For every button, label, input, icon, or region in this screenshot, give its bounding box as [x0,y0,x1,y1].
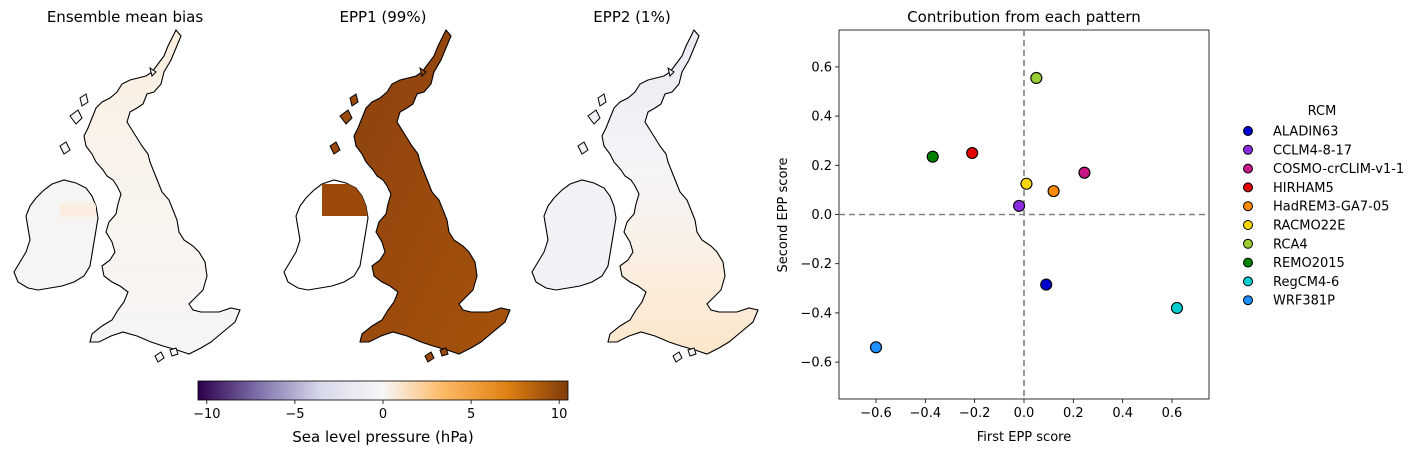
legend-item-remo2015: REMO2015 [1243,256,1345,271]
y-tick-label: −0.2 [800,257,832,272]
map-ireland [13,179,99,291]
x-axis-label: First EPP score [977,430,1071,445]
y-tick-label: 0.0 [811,208,832,223]
map-title-epp1: EPP1 (99%) [340,8,427,26]
colorbar-tick-label: −10 [193,407,220,422]
x-tick-label: −0.2 [959,406,991,421]
legend-marker [1243,295,1253,306]
legend-marker [1243,163,1253,174]
point-aladin63 [1040,278,1053,291]
legend-label: RACMO22E [1273,219,1345,234]
map-ireland-epp1-patch [322,184,368,216]
legend-item-rca4: RCA4 [1243,237,1308,252]
x-tick-label: 0.4 [1112,406,1133,421]
point-hirham5 [966,146,979,160]
colorbar-tick-label: 10 [551,407,568,422]
legend-marker [1243,144,1253,155]
map-ireland [531,179,617,291]
map-panel-epp1: EPP1 (99%) [283,8,511,363]
x-tick-label: 0.2 [1063,406,1084,421]
map-title-ensemble-mean-bias: Ensemble mean bias [47,8,204,26]
legend-item-wrf381p: WRF381P [1243,294,1335,309]
map-ireland-bias-patch [60,203,96,217]
legend: RCM ALADIN63 CCLM4-8-17 COSMO-crCLIM-v1-1 H… [1243,104,1404,309]
legend-item-aladin63: ALADIN63 [1243,125,1338,140]
legend-title: RCM [1308,104,1337,119]
colorbar-ticks: −10 −5 0 5 10 [193,400,567,422]
y-tick-label: 0.2 [811,159,832,174]
legend-marker [1243,182,1253,193]
legend-items: ALADIN63 CCLM4-8-17 COSMO-crCLIM-v1-1 HIRHA… [1243,125,1404,309]
colorbar-tick-label: 5 [467,407,475,422]
colorbar-fill [197,380,569,401]
map-panel-epp2: EPP2 (1%) [531,8,759,363]
scatter-chart: Contribution from each pattern −0.6 −0.4−… [776,8,1210,445]
legend-marker [1243,276,1253,287]
legend-label: REMO2015 [1273,256,1345,271]
legend-item-hadrem3-ga7-05: HadREM3-GA7-05 [1243,200,1389,215]
point-wrf381p [869,341,883,354]
point-rca4 [1030,71,1043,85]
legend-marker [1243,201,1253,212]
legend-marker [1243,257,1253,268]
legend-label: CCLM4-8-17 [1273,143,1352,158]
legend-item-racmo22e: RACMO22E [1243,219,1345,234]
chart-title: Contribution from each pattern [907,8,1141,26]
point-hadrem3-ga7-05 [1047,185,1060,198]
legend-item-regcm4-6: RegCM4-6 [1243,275,1339,290]
legend-marker [1243,220,1253,230]
point-cosmo-crclim-v1-1 [1078,166,1091,179]
colorbar: −10 −5 0 5 10 Sea level pressure (hPa) [193,380,569,446]
map-title-epp2: EPP2 (1%) [593,8,670,26]
y-axis-label: Second EPP score [776,158,791,273]
legend-item-hirham5: HIRHAM5 [1243,181,1334,196]
x-tick-label: −0.4 [910,406,942,421]
point-regcm4-6 [1170,301,1183,315]
point-racmo22e [1020,177,1033,190]
legend-label: RCA4 [1273,237,1308,252]
legend-label: WRF381P [1273,294,1335,309]
map-panel-ensemble-mean-bias: Ensemble mean bias [13,8,241,363]
point-cclm4-8-17 [1013,199,1026,212]
y-axis-ticks: −0.6 −0.4 −0.2 0.0 0.2 0.4 0.6 [800,60,839,371]
legend-label: HadREM3-GA7-05 [1273,200,1389,215]
legend-label: HIRHAM5 [1273,181,1334,196]
legend-label: RegCM4-6 [1273,275,1339,290]
y-tick-label: 0.4 [811,110,832,125]
y-tick-label: −0.4 [800,306,832,321]
data-points [869,71,1183,354]
colorbar-tick-label: −5 [285,407,304,422]
map-great-britain [601,29,759,355]
colorbar-tick-label: 0 [379,407,387,422]
x-tick-label: 0.6 [1162,406,1183,421]
x-tick-label: 0.0 [1014,406,1035,421]
map-great-britain [353,29,511,355]
x-tick-label: −0.6 [860,406,892,421]
x-axis-ticks: −0.6 −0.4 −0.2 0.0 0.2 0.4 0.6 [860,399,1182,421]
colorbar-label: Sea level pressure (hPa) [292,428,473,446]
legend-item-cclm4-8-17: CCLM4-8-17 [1243,143,1352,158]
legend-label: ALADIN63 [1273,125,1338,140]
reference-lines [839,30,1209,399]
legend-label: COSMO-crCLIM-v1-1 [1273,162,1404,177]
point-remo2015 [926,150,939,163]
legend-marker [1243,238,1253,249]
legend-item-cosmo-crclim-v1-1: COSMO-crCLIM-v1-1 [1243,162,1404,177]
y-tick-label: 0.6 [811,60,832,75]
map-great-britain [83,29,241,355]
y-tick-label: −0.6 [800,356,832,371]
legend-marker [1243,126,1253,136]
